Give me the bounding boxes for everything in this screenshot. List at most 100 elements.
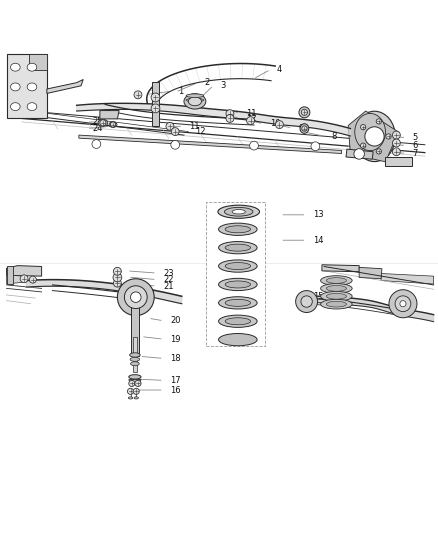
Text: 1: 1 [178, 87, 183, 96]
Text: 12: 12 [195, 127, 206, 136]
Text: 17: 17 [170, 376, 180, 385]
Text: 14: 14 [313, 236, 323, 245]
Polygon shape [381, 273, 434, 284]
Text: 23: 23 [163, 269, 173, 278]
Text: 13: 13 [313, 211, 323, 219]
Ellipse shape [232, 209, 245, 214]
Ellipse shape [27, 63, 37, 71]
Ellipse shape [184, 94, 206, 109]
Text: 9: 9 [299, 124, 304, 133]
Polygon shape [129, 379, 141, 384]
Text: 10: 10 [270, 119, 280, 128]
Ellipse shape [225, 244, 251, 251]
Ellipse shape [225, 281, 251, 288]
Ellipse shape [98, 119, 108, 126]
Circle shape [302, 126, 307, 131]
Text: 15: 15 [313, 292, 323, 301]
Ellipse shape [109, 122, 117, 127]
Circle shape [389, 290, 417, 318]
Ellipse shape [225, 226, 251, 233]
Circle shape [395, 296, 411, 312]
Ellipse shape [224, 207, 253, 216]
Ellipse shape [321, 276, 352, 285]
Ellipse shape [130, 353, 140, 357]
Circle shape [386, 134, 391, 139]
Text: 18: 18 [170, 354, 180, 363]
Circle shape [113, 279, 121, 287]
Circle shape [134, 91, 142, 99]
Circle shape [110, 122, 116, 127]
Polygon shape [346, 149, 373, 159]
Text: 6: 6 [413, 141, 418, 150]
Text: 16: 16 [170, 385, 180, 394]
Circle shape [376, 119, 381, 124]
Circle shape [113, 268, 121, 275]
Circle shape [392, 139, 400, 147]
Circle shape [131, 292, 141, 302]
Ellipse shape [326, 301, 346, 307]
Polygon shape [47, 79, 83, 93]
Ellipse shape [300, 124, 309, 133]
Circle shape [392, 131, 400, 139]
Circle shape [226, 115, 234, 123]
Circle shape [301, 296, 312, 307]
Ellipse shape [219, 223, 257, 236]
Text: 7: 7 [413, 149, 418, 158]
Ellipse shape [218, 205, 259, 219]
Text: 22: 22 [163, 275, 173, 284]
Text: 2: 2 [204, 78, 209, 87]
Ellipse shape [219, 334, 257, 346]
Text: 21: 21 [163, 282, 173, 290]
Polygon shape [29, 54, 47, 70]
Circle shape [296, 290, 318, 312]
Ellipse shape [11, 103, 20, 110]
Circle shape [117, 279, 154, 316]
Circle shape [354, 149, 364, 159]
Circle shape [127, 388, 134, 394]
Text: 3: 3 [220, 80, 225, 90]
Circle shape [276, 120, 283, 128]
Circle shape [365, 127, 384, 146]
Polygon shape [79, 135, 342, 154]
Text: 24: 24 [93, 124, 103, 133]
Circle shape [171, 128, 179, 135]
Ellipse shape [225, 263, 251, 270]
Ellipse shape [11, 83, 20, 91]
Circle shape [135, 381, 141, 386]
Polygon shape [7, 265, 42, 276]
Circle shape [151, 104, 160, 113]
Circle shape [20, 275, 28, 282]
Circle shape [171, 140, 180, 149]
Text: 11: 11 [189, 122, 200, 131]
Ellipse shape [321, 292, 352, 301]
Circle shape [400, 301, 406, 307]
Polygon shape [322, 265, 359, 272]
Polygon shape [100, 110, 119, 119]
Circle shape [311, 142, 320, 151]
Circle shape [360, 143, 366, 148]
Ellipse shape [27, 83, 37, 91]
Circle shape [124, 286, 147, 309]
Ellipse shape [130, 358, 140, 361]
Circle shape [226, 110, 234, 118]
Ellipse shape [219, 297, 257, 309]
Ellipse shape [186, 103, 204, 106]
Text: 8: 8 [331, 132, 336, 141]
Ellipse shape [129, 375, 141, 379]
Circle shape [376, 149, 381, 154]
Polygon shape [7, 54, 47, 118]
Ellipse shape [219, 260, 257, 272]
Ellipse shape [131, 362, 139, 366]
Circle shape [29, 276, 36, 283]
Ellipse shape [11, 63, 20, 71]
Polygon shape [7, 265, 13, 284]
Ellipse shape [326, 294, 346, 299]
Polygon shape [152, 82, 159, 126]
Circle shape [151, 93, 160, 102]
Ellipse shape [354, 111, 395, 161]
Text: 25: 25 [93, 117, 103, 126]
Text: 5: 5 [413, 133, 418, 142]
Ellipse shape [219, 278, 257, 290]
Circle shape [129, 381, 135, 386]
Polygon shape [348, 111, 399, 162]
